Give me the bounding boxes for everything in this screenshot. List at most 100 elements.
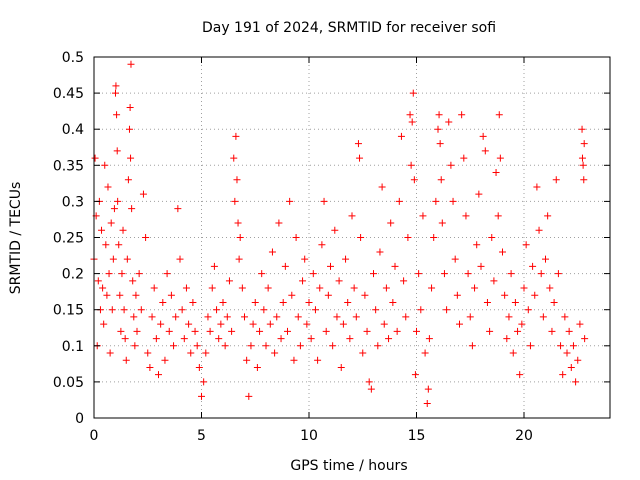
y-tick-label: 0.2 bbox=[62, 267, 84, 283]
data-point bbox=[110, 205, 118, 213]
data-point bbox=[447, 161, 455, 169]
data-point bbox=[238, 284, 246, 292]
data-point bbox=[537, 270, 545, 278]
data-point bbox=[320, 197, 328, 205]
data-point bbox=[443, 306, 451, 314]
data-point bbox=[131, 342, 139, 350]
data-point bbox=[425, 335, 433, 343]
data-point bbox=[569, 342, 577, 350]
data-point bbox=[314, 356, 322, 364]
data-point bbox=[135, 270, 143, 278]
data-point bbox=[408, 118, 416, 126]
data-point bbox=[327, 262, 334, 270]
data-point bbox=[552, 176, 560, 184]
data-point bbox=[176, 255, 184, 263]
data-point bbox=[231, 197, 239, 205]
data-point bbox=[548, 327, 556, 335]
data-point bbox=[365, 378, 373, 386]
data-point bbox=[391, 262, 399, 270]
data-point bbox=[496, 154, 504, 162]
data-point bbox=[550, 298, 558, 306]
data-point bbox=[182, 284, 190, 292]
data-point bbox=[109, 255, 117, 263]
data-point bbox=[262, 342, 270, 350]
data-point bbox=[271, 349, 279, 357]
data-point bbox=[200, 378, 208, 386]
data-point bbox=[94, 277, 102, 285]
data-point bbox=[256, 327, 264, 335]
data-point bbox=[533, 183, 541, 191]
data-point bbox=[123, 255, 131, 263]
data-point bbox=[574, 356, 582, 364]
data-point bbox=[102, 241, 110, 249]
data-point bbox=[303, 320, 311, 328]
data-point bbox=[232, 132, 240, 140]
data-point bbox=[518, 320, 526, 328]
data-point bbox=[356, 154, 364, 162]
data-point bbox=[219, 298, 227, 306]
data-point bbox=[464, 270, 472, 278]
data-point bbox=[185, 320, 193, 328]
data-point bbox=[580, 140, 588, 148]
data-point bbox=[359, 349, 367, 357]
data-point bbox=[434, 125, 442, 133]
data-point bbox=[301, 255, 309, 263]
data-point bbox=[245, 392, 253, 400]
data-point bbox=[268, 248, 276, 256]
data-point bbox=[204, 313, 212, 321]
data-point bbox=[483, 298, 491, 306]
data-point bbox=[251, 298, 259, 306]
data-point bbox=[217, 320, 225, 328]
data-point bbox=[253, 363, 261, 371]
data-point bbox=[281, 262, 289, 270]
data-point bbox=[440, 270, 448, 278]
data-point bbox=[296, 342, 304, 350]
data-point bbox=[579, 161, 587, 169]
data-point bbox=[378, 183, 386, 191]
grid-lines bbox=[94, 57, 610, 418]
x-tick-label: 20 bbox=[515, 428, 533, 444]
data-point bbox=[499, 248, 506, 256]
data-point bbox=[116, 291, 124, 299]
data-point bbox=[174, 205, 182, 213]
data-point bbox=[112, 82, 120, 90]
data-point bbox=[311, 306, 319, 314]
data-point bbox=[167, 291, 175, 299]
data-point bbox=[159, 298, 167, 306]
data-point bbox=[108, 306, 116, 314]
data-point bbox=[264, 284, 272, 292]
data-point bbox=[563, 349, 571, 357]
data-point bbox=[279, 298, 287, 306]
data-point bbox=[430, 234, 438, 241]
data-point bbox=[567, 363, 575, 371]
plot-frame bbox=[93, 56, 611, 419]
data-point bbox=[505, 313, 513, 321]
x-tick-label: 10 bbox=[300, 428, 318, 444]
data-point bbox=[458, 111, 466, 119]
data-point bbox=[357, 234, 365, 241]
data-point bbox=[486, 327, 494, 335]
data-point bbox=[565, 327, 573, 335]
data-point bbox=[118, 270, 126, 278]
data-point bbox=[130, 313, 138, 321]
data-point bbox=[126, 104, 134, 112]
data-point bbox=[316, 284, 324, 292]
data-point bbox=[400, 277, 408, 285]
data-point bbox=[120, 306, 128, 314]
data-point bbox=[520, 284, 528, 292]
data-point bbox=[324, 291, 332, 299]
data-point bbox=[479, 132, 487, 140]
data-point bbox=[125, 125, 133, 133]
data-point bbox=[436, 140, 444, 148]
data-point bbox=[389, 298, 397, 306]
data-point bbox=[150, 284, 158, 292]
data-point bbox=[352, 313, 360, 321]
data-point bbox=[202, 349, 210, 357]
data-point bbox=[198, 392, 205, 400]
data-point bbox=[228, 327, 236, 335]
data-point bbox=[129, 277, 137, 285]
data-point bbox=[288, 291, 296, 299]
data-point bbox=[233, 176, 241, 184]
data-point bbox=[225, 277, 233, 285]
data-point bbox=[435, 111, 443, 119]
